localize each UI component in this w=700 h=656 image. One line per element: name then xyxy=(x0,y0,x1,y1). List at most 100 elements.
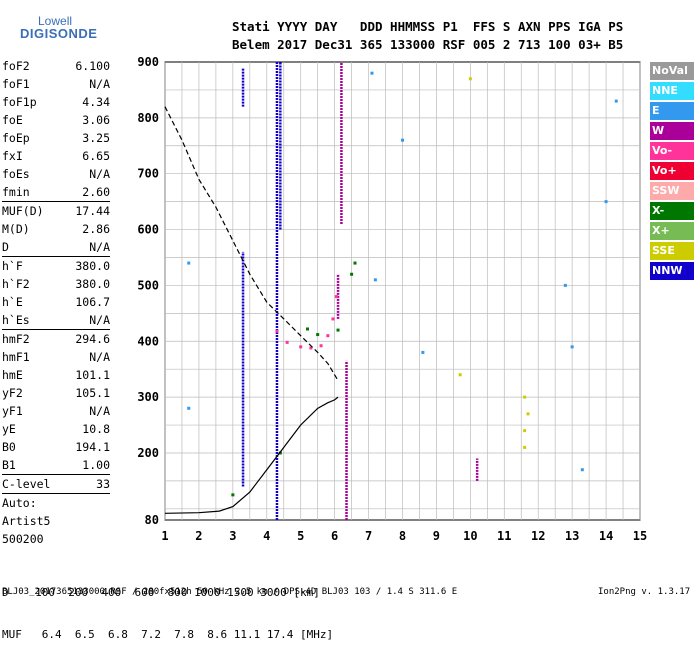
chart-grid xyxy=(164,61,641,521)
x-tick-label: 9 xyxy=(433,529,440,543)
echo-point-vo- xyxy=(326,334,330,338)
param-value: 2.60 xyxy=(82,185,110,199)
param-value: 17.44 xyxy=(75,204,110,218)
echo-point-sse xyxy=(526,412,530,416)
param-value: 194.1 xyxy=(75,440,110,454)
param-name: C-level xyxy=(2,477,51,491)
param-name: D xyxy=(2,240,9,254)
param-name: foF1p xyxy=(2,95,37,109)
echo-point-x- xyxy=(316,333,320,337)
echo-point-sse xyxy=(458,373,462,377)
param-value: 6.100 xyxy=(75,59,110,73)
x-tick-label: 10 xyxy=(463,529,477,543)
echo-point-e xyxy=(401,138,404,142)
legend-item: SSW xyxy=(650,182,694,200)
y-tick-label: 700 xyxy=(137,167,159,181)
x-tick-label: 2 xyxy=(195,529,202,543)
param-row: foEp 3.25 xyxy=(2,129,110,147)
param-name: yF1 xyxy=(2,404,23,418)
legend-item: NNE xyxy=(650,82,694,100)
chart-ticks: 1 2 3 4 5 6 7 8 9 10 11 12 13 14 158020030040050060070… xyxy=(137,55,647,543)
y-tick-label: 500 xyxy=(137,278,159,292)
legend-item: SSE xyxy=(650,242,694,260)
param-row: hmF2 294.6 xyxy=(2,330,110,348)
y-tick-label: 900 xyxy=(137,55,159,69)
param-row: yF1 N/A xyxy=(2,402,110,420)
x-tick-label: 6 xyxy=(331,529,338,543)
echo-point-vo- xyxy=(334,295,338,299)
y-tick-label: 600 xyxy=(137,223,159,237)
param-row: B1 1.00 xyxy=(2,456,110,474)
x-tick-label: 3 xyxy=(229,529,236,543)
param-name: yE xyxy=(2,422,16,436)
param-row: h`E 106.7 xyxy=(2,293,110,311)
param-row: h`F 380.0 xyxy=(2,257,110,275)
echo-point-e xyxy=(370,71,374,75)
param-row: foF1 N/A xyxy=(2,75,110,93)
y-tick-label: 400 xyxy=(137,334,159,348)
echo-point-sse xyxy=(523,429,527,433)
legend-item: NNW xyxy=(650,262,694,280)
scaled-parameters-panel: foF2 6.100 foF1 N/A foF1p 4.34 foE 3.06 foEp 3.25… xyxy=(2,57,110,548)
separator xyxy=(2,329,110,330)
electron-density-profile xyxy=(164,106,339,381)
y-tick-label: 80 xyxy=(145,513,159,527)
echo-point-e xyxy=(614,99,618,103)
param-value: 3.06 xyxy=(82,113,110,127)
param-row: fxI 6.65 xyxy=(2,147,110,165)
legend-item: X- xyxy=(650,202,694,220)
param-name: h`E xyxy=(2,295,23,309)
x-tick-label: 13 xyxy=(565,529,579,543)
param-row: foF2 6.100 xyxy=(2,57,110,75)
echo-point-vo- xyxy=(319,344,323,348)
echo-point-sse xyxy=(523,395,527,399)
polarization-legend: NoVal NNE E W Vo- Vo+ SSW X- X+ SSE NNW xyxy=(650,62,694,282)
distance-row: D 100 200 400 600 800 1000 1500 3000 [km… xyxy=(2,586,320,599)
param-name: yF2 xyxy=(2,386,23,400)
legend-item: Vo+ xyxy=(650,162,694,180)
param-name: foEp xyxy=(2,131,30,145)
echo-point-x- xyxy=(231,493,235,497)
param-row: MUF(D) 17.44 xyxy=(2,202,110,220)
param-value: N/A xyxy=(89,313,110,327)
echo-point-x- xyxy=(350,272,354,276)
param-name: hmF2 xyxy=(2,332,30,346)
x-tick-label: 1 xyxy=(161,529,168,543)
y-tick-label: 200 xyxy=(137,446,159,460)
x-tick-label: 15 xyxy=(633,529,647,543)
separator xyxy=(2,256,110,257)
virtual-height-trace xyxy=(164,396,339,514)
param-value: 33 xyxy=(96,477,110,491)
param-value: 105.1 xyxy=(75,386,110,400)
param-value: N/A xyxy=(89,350,110,364)
param-value: 2.86 xyxy=(82,222,110,236)
param-name: hmE xyxy=(2,368,23,382)
autoscaling-info: Auto: Artist5 500200 xyxy=(2,494,110,548)
echo-point-e xyxy=(187,406,191,410)
chart-marks xyxy=(164,62,618,520)
param-name: MUF(D) xyxy=(2,204,44,218)
param-row: yE 10.8 xyxy=(2,420,110,438)
param-value: N/A xyxy=(89,404,110,418)
legend-item: E xyxy=(650,102,694,120)
echo-point-vo- xyxy=(331,317,335,321)
param-row: hmF1 N/A xyxy=(2,348,110,366)
logo-lowell: Lowell xyxy=(38,14,73,28)
echo-point-e xyxy=(580,468,584,472)
param-name: h`Es xyxy=(2,313,30,327)
auto-label: Auto: xyxy=(2,496,37,510)
param-value: 6.65 xyxy=(82,149,110,163)
auto-version: 500200 xyxy=(2,532,44,546)
param-row: foEs N/A xyxy=(2,165,110,183)
echo-point-e xyxy=(373,278,377,282)
x-tick-label: 7 xyxy=(365,529,372,543)
echo-point-x- xyxy=(306,327,309,331)
param-row: M(D) 2.86 xyxy=(2,220,110,238)
param-name: h`F xyxy=(2,259,23,273)
echo-point-vo- xyxy=(275,329,279,333)
param-value: N/A xyxy=(89,167,110,181)
muf-row: MUF 6.4 6.5 6.8 7.2 7.8 8.6 11.1 17.4 [M… xyxy=(2,628,334,641)
param-name: fxI xyxy=(2,149,23,163)
x-tick-label: 11 xyxy=(497,529,511,543)
param-value: 3.25 xyxy=(82,131,110,145)
